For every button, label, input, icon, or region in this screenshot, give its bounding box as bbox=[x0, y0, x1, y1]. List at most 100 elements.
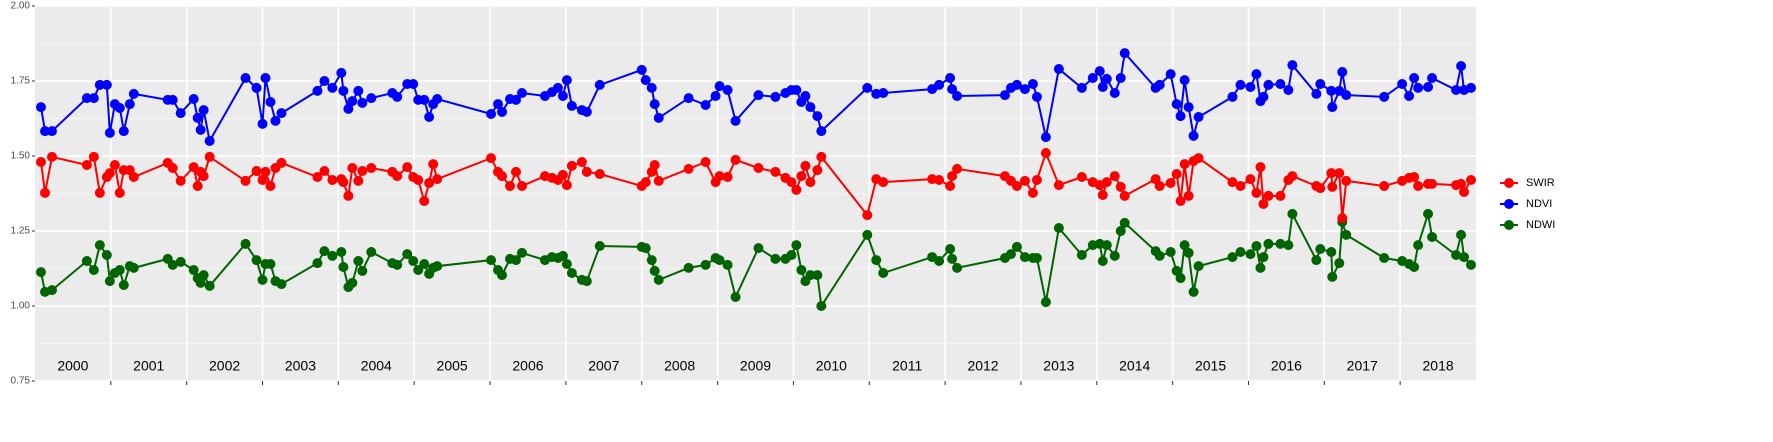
point bbox=[1115, 73, 1126, 83]
year-label: 2008 bbox=[664, 358, 695, 374]
point bbox=[357, 166, 368, 176]
point bbox=[646, 82, 657, 93]
y-tick-label: 1.00 bbox=[11, 301, 31, 312]
point bbox=[753, 163, 764, 173]
point bbox=[934, 79, 945, 90]
point bbox=[104, 127, 115, 138]
point bbox=[1171, 99, 1182, 110]
point bbox=[683, 93, 694, 104]
point bbox=[104, 168, 115, 179]
point bbox=[1076, 82, 1087, 93]
point bbox=[878, 88, 889, 98]
point bbox=[878, 268, 889, 278]
point bbox=[1076, 172, 1087, 182]
point bbox=[338, 177, 349, 188]
point bbox=[347, 277, 358, 288]
point bbox=[1456, 229, 1467, 240]
point bbox=[402, 249, 413, 260]
point bbox=[114, 187, 125, 198]
point bbox=[94, 187, 105, 198]
year-label: 2004 bbox=[361, 358, 392, 374]
point bbox=[871, 255, 882, 266]
year-label: 2006 bbox=[512, 358, 543, 374]
point bbox=[408, 256, 419, 266]
point bbox=[1183, 190, 1194, 201]
year-label: 2010 bbox=[816, 358, 847, 374]
year-label: 2000 bbox=[57, 358, 88, 374]
point bbox=[1427, 73, 1438, 83]
point bbox=[1227, 91, 1238, 102]
point bbox=[510, 166, 521, 177]
point bbox=[1427, 232, 1438, 242]
point bbox=[1413, 240, 1424, 251]
point bbox=[1456, 61, 1467, 71]
point bbox=[1235, 181, 1246, 191]
point bbox=[1341, 175, 1352, 186]
point bbox=[118, 280, 129, 290]
point bbox=[1193, 112, 1204, 122]
point bbox=[419, 259, 430, 269]
point bbox=[94, 79, 105, 90]
point bbox=[188, 265, 199, 275]
point bbox=[1040, 132, 1051, 143]
point bbox=[419, 196, 430, 206]
point bbox=[497, 171, 508, 182]
point bbox=[347, 96, 358, 107]
legend-label: NDWI bbox=[1526, 219, 1555, 231]
point bbox=[561, 259, 572, 269]
y-tick-label: 1.75 bbox=[11, 76, 31, 87]
point bbox=[1459, 252, 1470, 263]
point bbox=[1179, 159, 1190, 170]
point bbox=[1101, 73, 1112, 84]
point bbox=[265, 97, 276, 107]
year-label: 2016 bbox=[1271, 358, 1302, 374]
point bbox=[557, 169, 568, 180]
point bbox=[1183, 247, 1194, 258]
point bbox=[1115, 226, 1126, 236]
point bbox=[338, 85, 349, 96]
point bbox=[800, 160, 811, 171]
point bbox=[240, 175, 251, 186]
point bbox=[327, 250, 338, 261]
point bbox=[312, 258, 323, 269]
point bbox=[101, 79, 112, 90]
point bbox=[1275, 79, 1286, 89]
point bbox=[195, 277, 206, 288]
point bbox=[786, 177, 797, 188]
year-label: 2015 bbox=[1195, 358, 1226, 374]
point bbox=[945, 73, 956, 83]
point bbox=[516, 247, 527, 258]
point bbox=[945, 181, 956, 191]
year-label: 2002 bbox=[209, 358, 240, 374]
point bbox=[714, 81, 725, 92]
point bbox=[947, 253, 958, 264]
point bbox=[1315, 79, 1326, 89]
point bbox=[1005, 249, 1016, 260]
point bbox=[862, 229, 873, 240]
point bbox=[1423, 208, 1434, 219]
point bbox=[683, 262, 694, 273]
legend-key bbox=[1504, 220, 1514, 230]
point bbox=[1188, 286, 1199, 297]
point bbox=[1101, 177, 1112, 188]
point bbox=[1409, 262, 1420, 272]
point bbox=[1251, 241, 1262, 251]
point bbox=[1465, 82, 1476, 93]
point bbox=[947, 171, 958, 182]
point bbox=[260, 73, 271, 83]
point bbox=[1179, 240, 1190, 251]
point bbox=[167, 163, 178, 173]
point bbox=[1165, 69, 1176, 80]
point bbox=[1327, 271, 1338, 282]
point bbox=[1245, 249, 1256, 260]
point bbox=[504, 181, 515, 191]
point bbox=[1258, 91, 1269, 102]
point bbox=[1255, 162, 1266, 173]
point bbox=[640, 243, 651, 254]
point bbox=[319, 166, 330, 176]
point bbox=[878, 177, 889, 188]
point bbox=[722, 259, 733, 270]
point bbox=[251, 166, 262, 176]
point bbox=[336, 67, 347, 78]
point bbox=[94, 240, 105, 251]
